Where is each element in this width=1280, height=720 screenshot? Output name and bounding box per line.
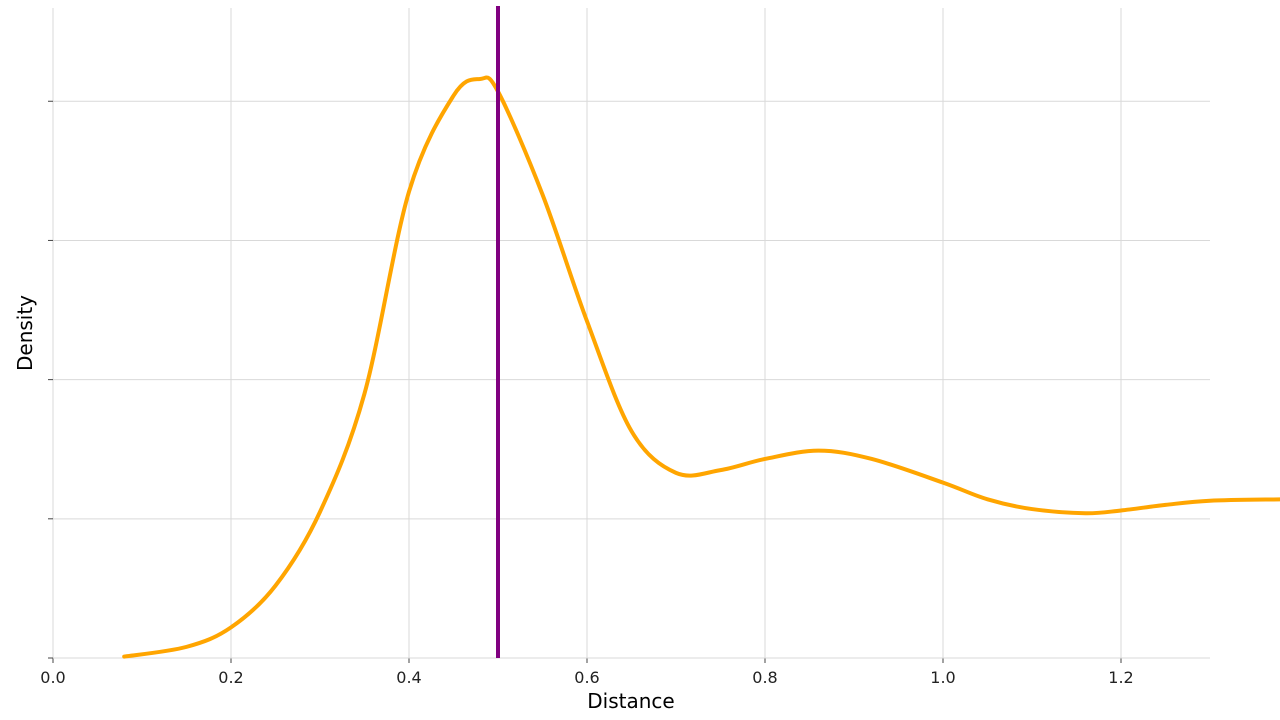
x-tick-label: 0.4 bbox=[396, 668, 421, 687]
grid-layer bbox=[52, 8, 1210, 658]
x-tick-label: 0.6 bbox=[574, 668, 599, 687]
x-tick-label: 0.0 bbox=[40, 668, 65, 687]
x-tick-label: 1.2 bbox=[1108, 668, 1133, 687]
x-tick-label: 0.8 bbox=[752, 668, 777, 687]
series-layer bbox=[122, 6, 1280, 659]
x-tick-label: 0.2 bbox=[218, 668, 243, 687]
axis-layer: 0.0 0.2 0.4 0.6 0.8 1.0 1.2 bbox=[40, 100, 1210, 687]
y-axis-label: Density bbox=[13, 295, 37, 371]
x-tick-label: 1.0 bbox=[930, 668, 955, 687]
x-axis-label: Distance bbox=[587, 689, 674, 713]
density-curve bbox=[122, 75, 1280, 659]
label-layer: Distance Density bbox=[13, 295, 675, 713]
